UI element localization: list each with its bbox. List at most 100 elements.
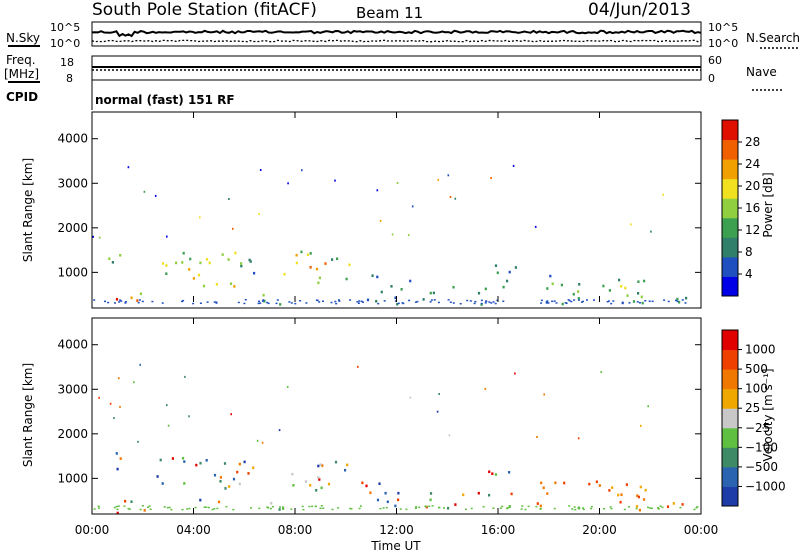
- heatmap-cell: [628, 302, 631, 304]
- heatmap-cell: [115, 452, 118, 455]
- heatmap-cell: [139, 292, 142, 296]
- heatmap-cell: [331, 508, 334, 511]
- heatmap-cell: [309, 252, 312, 255]
- heatmap-cell: [563, 481, 566, 485]
- colorbar-swatch: [722, 139, 738, 160]
- heatmap-cell: [147, 506, 149, 508]
- nsearch-trace: [91, 39, 702, 43]
- heatmap-cell: [496, 271, 499, 275]
- heatmap-cell: [227, 258, 230, 261]
- colorbar-swatch: [722, 486, 738, 507]
- heatmap-cell: [336, 257, 339, 261]
- heatmap-cell: [288, 301, 291, 303]
- y-tick-label: 4000: [57, 338, 88, 352]
- heatmap-cell: [637, 495, 640, 499]
- heatmap-cell: [651, 507, 653, 510]
- heatmap-cell: [480, 302, 483, 305]
- heatmap-cell: [215, 301, 218, 303]
- heatmap-cell: [648, 300, 651, 302]
- power-panel-frame: [91, 111, 702, 309]
- heatmap-cell: [109, 402, 112, 405]
- heatmap-cell: [161, 482, 164, 485]
- heatmap-cell: [382, 507, 385, 509]
- colorbar-tick-label: 12: [745, 223, 760, 237]
- heatmap-cell: [165, 272, 168, 275]
- heatmap-cell: [494, 302, 497, 305]
- heatmap-cell: [120, 300, 123, 302]
- heatmap-cell: [568, 505, 571, 507]
- heatmap-cell: [540, 299, 543, 302]
- heatmap-cell: [258, 300, 260, 303]
- colorbar-tick-label: 100: [745, 382, 768, 396]
- heatmap-cell: [568, 299, 571, 302]
- heatmap-cell: [324, 262, 327, 265]
- heatmap-cell: [249, 260, 252, 263]
- heatmap-cell: [678, 300, 681, 304]
- heatmap-cell: [315, 489, 318, 492]
- heatmap-cell: [149, 508, 152, 510]
- heatmap-cell: [397, 498, 400, 502]
- heatmap-cell: [618, 278, 621, 282]
- heatmap-cell: [117, 505, 120, 507]
- heatmap-cell: [506, 279, 509, 283]
- heatmap-cell: [610, 507, 613, 510]
- heatmap-cell: [304, 480, 307, 483]
- heatmap-cell: [545, 301, 548, 304]
- heatmap-cell: [681, 503, 684, 506]
- heatmap-cell: [107, 301, 110, 304]
- heatmap-cell: [636, 494, 639, 497]
- y-tick-label: 3000: [57, 176, 88, 190]
- heatmap-cell: [275, 302, 278, 305]
- heatmap-cell: [612, 300, 615, 302]
- colorbar-tick-label: 20: [745, 179, 760, 193]
- colorbar-swatch: [722, 466, 738, 487]
- heatmap-cell: [524, 508, 527, 511]
- heatmap-cell: [279, 506, 281, 508]
- colorbar-tick-label: −25: [745, 421, 770, 435]
- heatmap-cell: [170, 508, 173, 511]
- heatmap-cell: [317, 464, 320, 468]
- colorbar-tick-label: −100: [745, 440, 778, 454]
- heatmap-cell: [546, 492, 549, 495]
- heatmap-cell: [136, 299, 139, 302]
- heatmap-cell: [484, 287, 487, 291]
- heatmap-cell: [184, 375, 186, 378]
- heatmap-cell: [661, 506, 664, 509]
- heatmap-cell: [431, 505, 434, 507]
- heatmap-cell: [459, 303, 462, 305]
- heatmap-cell: [171, 457, 174, 460]
- heatmap-cell: [248, 258, 251, 262]
- heatmap-cell: [223, 462, 227, 465]
- colorbar-swatch: [722, 198, 738, 219]
- power-colorbar: [722, 120, 738, 297]
- colorbar-tick-label: 1000: [745, 343, 776, 357]
- heatmap-cell: [399, 508, 402, 510]
- colorbar-swatch: [722, 237, 738, 258]
- heatmap-cell: [267, 302, 270, 305]
- heatmap-cell: [696, 506, 699, 508]
- heatmap-cell: [287, 182, 289, 185]
- x-axis-label: Time UT: [370, 539, 421, 553]
- heatmap-cell: [124, 301, 127, 303]
- heatmap-cell: [225, 505, 228, 508]
- heatmap-cell: [480, 299, 483, 302]
- heatmap-cell: [119, 405, 121, 408]
- heatmap-cell: [216, 507, 219, 510]
- heatmap-cell: [181, 508, 184, 511]
- freq-unit-label: [MHz]: [4, 67, 39, 81]
- station-title: South Pole Station (fitACF): [92, 0, 317, 20]
- heatmap-cell: [266, 301, 269, 304]
- heatmap-cell: [338, 300, 341, 302]
- heatmap-cell: [202, 284, 206, 288]
- time-axis-ticks: 00:00 04:00 08:00 12:00 16:00 20:00 00:00: [75, 112, 718, 537]
- heatmap-cell: [549, 274, 552, 278]
- heatmap-cell: [462, 493, 465, 497]
- heatmap-cell: [424, 505, 427, 507]
- heatmap-cell: [305, 302, 308, 304]
- noise-tick-left-bottom: 10^0: [50, 37, 80, 50]
- heatmap-cell: [215, 302, 218, 304]
- heatmap-cell: [379, 219, 382, 222]
- heatmap-cell: [97, 505, 100, 507]
- heatmap-cell: [608, 289, 611, 292]
- heatmap-cell: [551, 282, 554, 286]
